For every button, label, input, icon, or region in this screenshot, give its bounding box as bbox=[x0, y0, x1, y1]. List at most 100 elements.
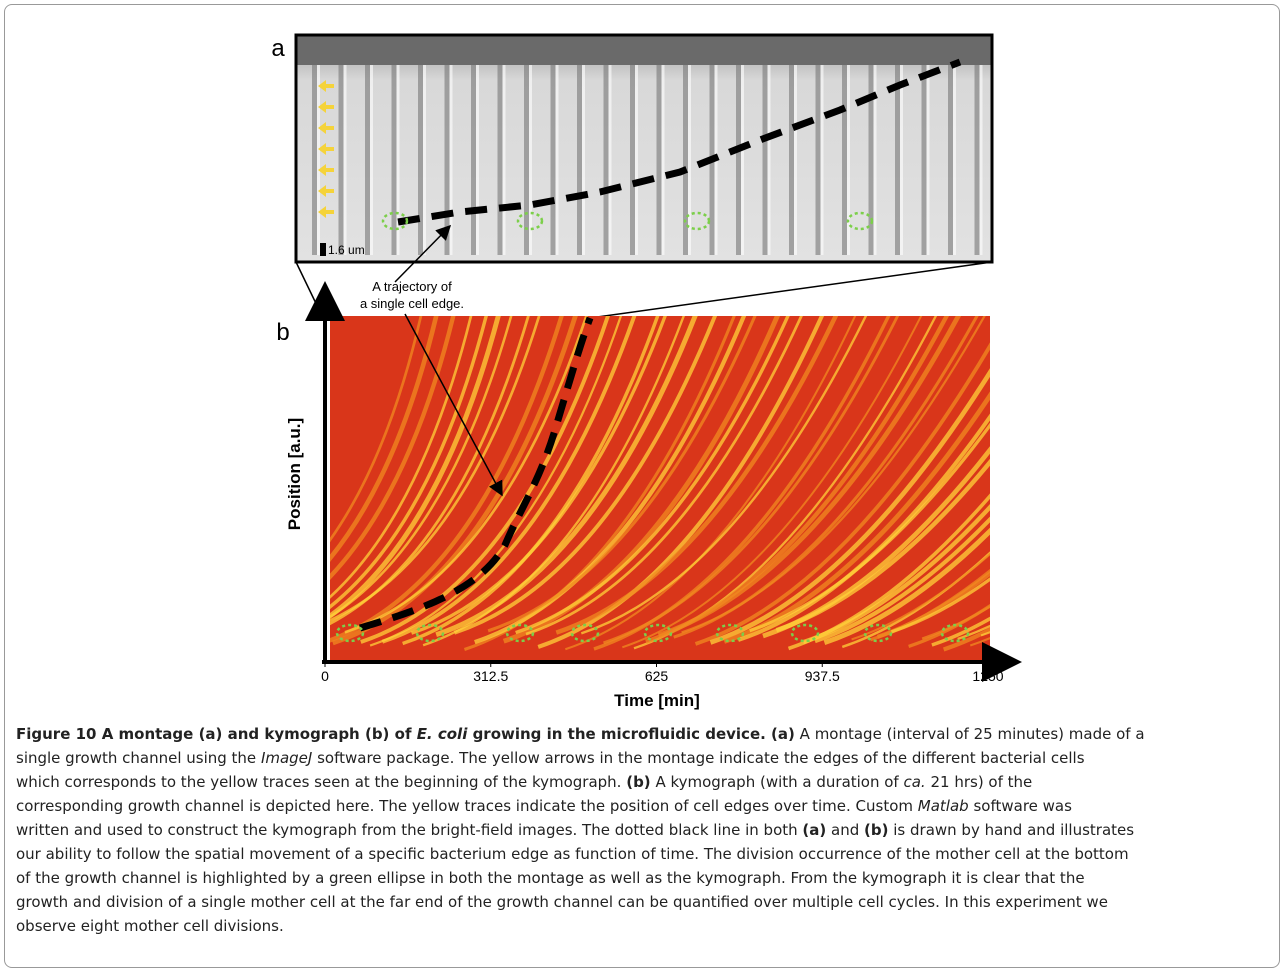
x-tick-label: 312.5 bbox=[473, 668, 508, 684]
cell-edge-trace bbox=[580, 316, 868, 635]
channel-wall bbox=[603, 65, 609, 255]
cell-edge-trace bbox=[330, 316, 488, 610]
cell-edge-trace bbox=[369, 316, 623, 647]
x-axis-label: Time [min] bbox=[614, 691, 700, 710]
channel-wall bbox=[370, 65, 373, 255]
division-ellipse bbox=[516, 211, 544, 231]
yellow-arrow bbox=[318, 101, 334, 113]
cell-edge-trace bbox=[775, 458, 990, 633]
caption: Figure 10 A montage (a) and kymograph (b… bbox=[16, 722, 1145, 938]
cell-edge-trace bbox=[1038, 222, 1284, 642]
caption-text: ImageJ bbox=[260, 749, 313, 767]
caption-line: our ability to follow the spatial moveme… bbox=[16, 842, 1145, 866]
caption-text: of the growth channel is highlighted by … bbox=[16, 869, 1085, 887]
cell-edge-trace bbox=[330, 316, 439, 562]
zoom-line bbox=[589, 261, 993, 319]
channel-wall bbox=[789, 65, 794, 255]
x-tick-label: 1250 bbox=[972, 668, 1003, 684]
panel-label: a bbox=[271, 35, 285, 62]
cell-edge-trace bbox=[802, 503, 990, 645]
cell-edge-trace bbox=[330, 316, 564, 643]
channel-wall bbox=[847, 65, 850, 255]
y-axis-label: Position [a.u.] bbox=[285, 418, 304, 530]
annotation: a single cell edge. bbox=[360, 296, 464, 311]
caption-text: A kymograph (with a duration of bbox=[650, 773, 904, 791]
caption-text: ca. bbox=[903, 773, 926, 791]
annotation-arrow bbox=[394, 224, 452, 283]
channel-wall bbox=[688, 65, 691, 255]
x-tick-label: 0 bbox=[321, 668, 329, 684]
channel-wall bbox=[471, 65, 476, 255]
channel-wall bbox=[767, 65, 771, 255]
channel-wall bbox=[550, 65, 556, 255]
caption-text: software was bbox=[968, 797, 1072, 815]
cell-edge-trace bbox=[1046, 216, 1284, 636]
channel-wall bbox=[794, 65, 797, 255]
cell-edge-trace bbox=[603, 316, 900, 645]
cell-edge-trace bbox=[435, 316, 698, 637]
trajectory-dashed bbox=[397, 58, 962, 226]
caption-line: corresponding growth channel is depicted… bbox=[16, 794, 1145, 818]
kymograph-image bbox=[330, 211, 1284, 660]
caption-text: single growth channel using the bbox=[16, 749, 261, 767]
division-ellipse bbox=[415, 623, 445, 643]
channel-wall bbox=[635, 65, 638, 255]
caption-line: single growth channel using the ImageJ s… bbox=[16, 746, 1145, 770]
division-ellipse bbox=[570, 623, 600, 643]
channel-wall bbox=[449, 65, 453, 255]
cell-edge-trace bbox=[921, 605, 990, 640]
channel-wall bbox=[661, 65, 665, 255]
cell-edge-trace bbox=[344, 316, 588, 634]
channel-wall bbox=[338, 65, 344, 255]
division-ellipse bbox=[940, 623, 970, 643]
channel-wall bbox=[608, 65, 612, 255]
scale-bar-label: 1.6 um bbox=[328, 243, 365, 257]
channel-wall bbox=[396, 65, 400, 255]
cell-edge-trace bbox=[410, 316, 667, 635]
cell-edge-trace bbox=[749, 422, 990, 633]
cell-edge-trace bbox=[1012, 220, 1284, 640]
caption-text: A montage (interval of 25 minutes) made … bbox=[794, 725, 1145, 743]
figure: a 1.6 um b A trajectory of a single cell… bbox=[271, 33, 1284, 710]
cell-edge-trace bbox=[381, 316, 637, 644]
channel-wall bbox=[630, 65, 635, 255]
yellow-arrow bbox=[318, 185, 334, 197]
channel-wall bbox=[312, 65, 317, 255]
channel-wall bbox=[577, 65, 582, 255]
channel-wall bbox=[444, 65, 450, 255]
cell-edge-trace bbox=[969, 636, 990, 647]
caption-text: our ability to follow the spatial moveme… bbox=[16, 845, 1129, 863]
montage-image bbox=[296, 35, 992, 262]
caption-line: Figure 10 A montage (a) and kymograph (b… bbox=[16, 722, 1145, 746]
cell-edge-trace bbox=[402, 316, 660, 646]
channel-wall bbox=[476, 65, 479, 255]
cell-edge-trace bbox=[931, 616, 990, 647]
cell-edge-trace bbox=[1060, 223, 1284, 643]
yellow-arrow bbox=[318, 206, 334, 218]
division-ellipse bbox=[643, 623, 673, 643]
division-ellipse bbox=[505, 623, 535, 643]
channel-wall bbox=[948, 65, 953, 255]
caption-text: (b) bbox=[626, 773, 651, 791]
panel-label: b bbox=[276, 319, 289, 346]
cell-edge-trace bbox=[1026, 211, 1284, 631]
channel-wall bbox=[895, 65, 900, 255]
cell-edge-trace bbox=[1078, 218, 1284, 638]
cell-edge-trace bbox=[525, 316, 803, 636]
channel-wall bbox=[900, 65, 903, 255]
channel-wall bbox=[926, 65, 930, 255]
caption-text: software package. The yellow arrows in t… bbox=[312, 749, 1085, 767]
cell-edge-trace bbox=[332, 316, 578, 646]
channel-wall bbox=[762, 65, 768, 255]
channel-wall bbox=[502, 65, 506, 255]
cell-edge-trace bbox=[737, 413, 990, 642]
caption-text: 21 hrs) of the bbox=[925, 773, 1033, 791]
caption-text: growing in the microfluidic device. (a) bbox=[467, 725, 795, 743]
cell-edge-trace bbox=[487, 316, 757, 633]
cell-edge-trace bbox=[942, 627, 990, 652]
caption-text: (a) bbox=[802, 821, 827, 839]
cell-edge-trace bbox=[330, 316, 541, 622]
channel-wall bbox=[497, 65, 503, 255]
channel-wall bbox=[317, 65, 320, 255]
montage-background bbox=[296, 35, 992, 262]
